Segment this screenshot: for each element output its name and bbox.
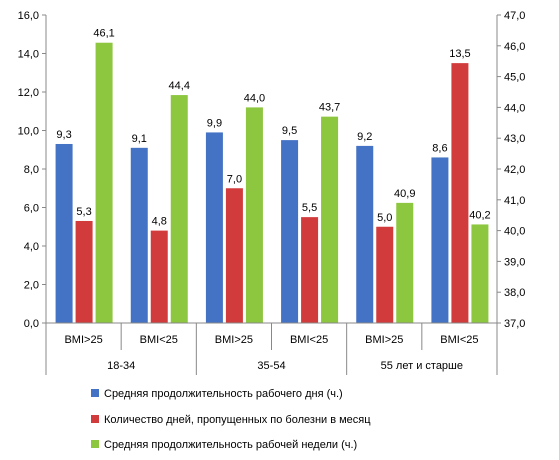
- bar: [321, 116, 339, 323]
- legend-label: Количество дней, пропущенных по болезни …: [104, 414, 371, 426]
- category-label: BMI>25: [215, 334, 253, 346]
- data-label: 40,2: [469, 209, 490, 221]
- tick-label-left: 10,0: [18, 126, 39, 138]
- category-label: BMI<25: [440, 334, 478, 346]
- group-label: 35-54: [257, 360, 285, 372]
- tick-label-left: 12,0: [18, 87, 39, 99]
- bar: [356, 145, 374, 323]
- data-label: 44,4: [169, 80, 190, 92]
- category-label: BMI>25: [64, 334, 102, 346]
- tick-label-right: 47,0: [504, 10, 525, 22]
- bar: [130, 147, 148, 323]
- tick-label-right: 44,0: [504, 102, 525, 114]
- bar: [170, 95, 188, 323]
- tick-label-right: 40,0: [504, 226, 525, 238]
- bar: [431, 157, 449, 323]
- bar: [301, 217, 319, 323]
- data-label: 4,8: [152, 216, 167, 228]
- tick-label-right: 46,0: [504, 41, 525, 53]
- data-label: 9,5: [282, 125, 297, 137]
- tick-label-left: 4,0: [24, 241, 39, 253]
- data-label: 7,0: [227, 173, 242, 185]
- tick-label-left: 6,0: [24, 203, 39, 215]
- data-label: 43,7: [319, 102, 340, 114]
- data-label: 44,0: [244, 92, 265, 104]
- category-label: BMI>25: [365, 334, 403, 346]
- legend-label: Средняя продолжительность рабочего дня (…: [104, 388, 343, 400]
- data-label: 40,9: [394, 188, 415, 200]
- bar: [376, 226, 394, 323]
- group-label: 18-34: [107, 360, 135, 372]
- bar: [95, 42, 113, 323]
- bar: [245, 107, 263, 324]
- data-label: 9,2: [357, 131, 372, 143]
- bar: [55, 143, 73, 323]
- tick-label-left: 2,0: [24, 280, 39, 292]
- legend-label: Средняя продолжительность рабочей недели…: [104, 439, 357, 451]
- data-label: 46,1: [93, 28, 114, 40]
- bar: [281, 140, 299, 323]
- tick-label-right: 37,0: [504, 318, 525, 330]
- legend-swatch: [91, 440, 99, 448]
- category-label: BMI<25: [140, 334, 178, 346]
- tick-label-left: 14,0: [18, 49, 39, 61]
- category-label: BMI<25: [290, 334, 328, 346]
- data-label: 13,5: [449, 48, 470, 60]
- bar: [451, 63, 469, 323]
- tick-label-right: 39,0: [504, 256, 525, 268]
- data-label: 8,6: [432, 142, 447, 154]
- data-label: 9,3: [56, 129, 71, 141]
- data-label: 5,5: [302, 202, 317, 214]
- bar: [150, 230, 168, 323]
- tick-label-left: 8,0: [24, 164, 39, 176]
- tick-label-right: 42,0: [504, 164, 525, 176]
- bar: [471, 224, 489, 323]
- tick-label-right: 41,0: [504, 195, 525, 207]
- legend-swatch: [91, 415, 99, 423]
- tick-label-right: 43,0: [504, 133, 525, 145]
- bar: [225, 188, 243, 323]
- tick-label-right: 45,0: [504, 72, 525, 84]
- data-label: 9,9: [207, 117, 222, 129]
- data-label: 9,1: [132, 133, 147, 145]
- legend-swatch: [91, 389, 99, 397]
- bar: [75, 220, 93, 323]
- tick-label-right: 38,0: [504, 287, 525, 299]
- tick-label-left: 16,0: [18, 10, 39, 22]
- bar: [205, 132, 223, 323]
- data-label: 5,3: [76, 206, 91, 218]
- tick-label-left: 0,0: [24, 318, 39, 330]
- group-label: 55 лет и старше: [381, 360, 463, 372]
- data-label: 5,0: [377, 212, 392, 224]
- bar: [396, 202, 414, 323]
